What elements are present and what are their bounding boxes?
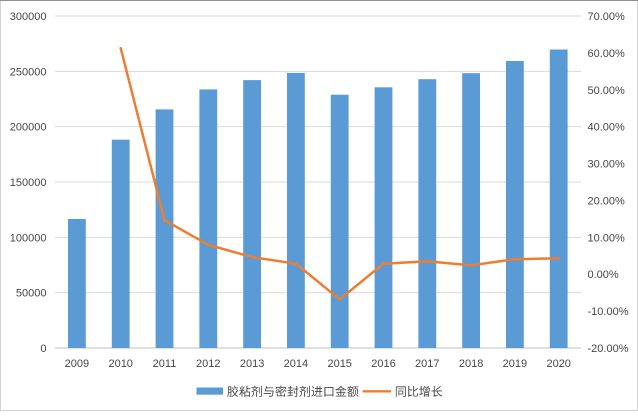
svg-text:2014: 2014 — [284, 358, 308, 370]
svg-text:10.00%: 10.00% — [588, 232, 626, 244]
svg-text:0: 0 — [40, 343, 46, 355]
svg-text:2013: 2013 — [240, 358, 264, 370]
svg-text:2019: 2019 — [503, 358, 527, 370]
svg-text:2012: 2012 — [196, 358, 220, 370]
svg-text:250000: 250000 — [10, 66, 47, 78]
svg-text:100000: 100000 — [10, 232, 47, 244]
svg-text:2009: 2009 — [65, 358, 89, 370]
svg-text:-20.00%: -20.00% — [588, 343, 629, 355]
svg-text:300000: 300000 — [10, 11, 47, 23]
svg-text:2020: 2020 — [546, 358, 570, 370]
svg-text:60.00%: 60.00% — [588, 48, 626, 60]
svg-text:2016: 2016 — [371, 358, 395, 370]
svg-text:50000: 50000 — [16, 288, 47, 300]
svg-text:-10.00%: -10.00% — [588, 306, 629, 318]
svg-text:2011: 2011 — [153, 358, 177, 370]
svg-text:50.00%: 50.00% — [588, 85, 626, 97]
svg-text:30.00%: 30.00% — [588, 159, 626, 171]
svg-text:20.00%: 20.00% — [588, 195, 626, 207]
svg-text:0.00%: 0.00% — [588, 269, 619, 281]
svg-text:150000: 150000 — [10, 177, 47, 189]
svg-text:40.00%: 40.00% — [588, 122, 626, 134]
svg-text:200000: 200000 — [10, 122, 47, 134]
svg-text:2010: 2010 — [108, 358, 132, 370]
svg-text:2017: 2017 — [415, 358, 439, 370]
svg-text:2015: 2015 — [327, 358, 351, 370]
svg-text:2018: 2018 — [459, 358, 483, 370]
svg-text:70.00%: 70.00% — [588, 11, 626, 23]
